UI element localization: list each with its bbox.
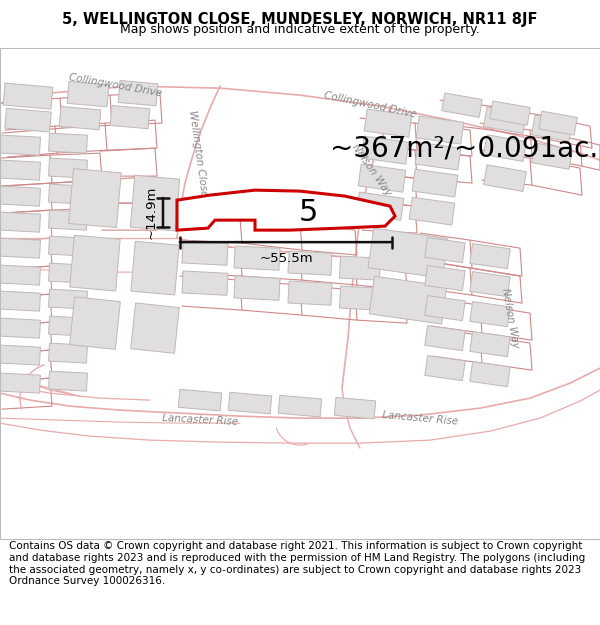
Polygon shape xyxy=(334,398,376,419)
Polygon shape xyxy=(110,106,150,129)
Polygon shape xyxy=(532,143,572,169)
Polygon shape xyxy=(49,289,88,309)
Polygon shape xyxy=(278,396,322,417)
Polygon shape xyxy=(425,266,465,291)
Polygon shape xyxy=(131,241,179,295)
Polygon shape xyxy=(228,392,272,414)
Polygon shape xyxy=(0,238,40,258)
Polygon shape xyxy=(49,210,88,230)
Polygon shape xyxy=(340,256,380,280)
Text: ~367m²/~0.091ac.: ~367m²/~0.091ac. xyxy=(330,134,598,162)
Text: Nelson Way: Nelson Way xyxy=(500,288,520,349)
Text: 5, WELLINGTON CLOSE, MUNDESLEY, NORWICH, NR11 8JF: 5, WELLINGTON CLOSE, MUNDESLEY, NORWICH,… xyxy=(62,12,538,27)
Polygon shape xyxy=(178,389,222,411)
Polygon shape xyxy=(49,263,88,283)
Text: ~55.5m: ~55.5m xyxy=(259,252,313,265)
Polygon shape xyxy=(0,345,40,365)
Polygon shape xyxy=(49,316,88,336)
Polygon shape xyxy=(484,135,526,161)
Polygon shape xyxy=(539,111,577,135)
Polygon shape xyxy=(68,169,121,228)
Polygon shape xyxy=(442,93,482,118)
Polygon shape xyxy=(484,107,526,134)
Polygon shape xyxy=(369,276,447,324)
Polygon shape xyxy=(0,265,40,285)
Text: Map shows position and indicative extent of the property.: Map shows position and indicative extent… xyxy=(120,22,480,36)
Polygon shape xyxy=(49,236,88,256)
Polygon shape xyxy=(182,271,228,295)
Text: Lancaster Rise: Lancaster Rise xyxy=(162,413,238,427)
Polygon shape xyxy=(49,371,88,391)
Polygon shape xyxy=(358,164,406,192)
Polygon shape xyxy=(470,302,510,327)
Polygon shape xyxy=(0,291,40,311)
Text: Nelson Way: Nelson Way xyxy=(350,142,394,198)
Polygon shape xyxy=(364,109,412,137)
Text: Wellington Close: Wellington Close xyxy=(187,109,209,197)
Polygon shape xyxy=(484,165,526,191)
Text: Lancaster Rise: Lancaster Rise xyxy=(382,410,458,426)
Polygon shape xyxy=(425,356,465,381)
Polygon shape xyxy=(340,286,380,310)
Polygon shape xyxy=(288,251,332,275)
Polygon shape xyxy=(49,184,88,204)
Polygon shape xyxy=(130,175,179,231)
Polygon shape xyxy=(415,142,461,170)
Polygon shape xyxy=(0,135,40,155)
Polygon shape xyxy=(470,244,510,269)
Polygon shape xyxy=(532,115,572,141)
Polygon shape xyxy=(0,212,40,232)
Text: ~14.9m: ~14.9m xyxy=(145,186,158,239)
Text: Collingwood Drive: Collingwood Drive xyxy=(323,91,417,120)
Polygon shape xyxy=(3,83,53,109)
Polygon shape xyxy=(470,332,510,357)
Polygon shape xyxy=(361,136,409,164)
Polygon shape xyxy=(70,235,120,291)
Polygon shape xyxy=(131,303,179,353)
Text: Contains OS data © Crown copyright and database right 2021. This information is : Contains OS data © Crown copyright and d… xyxy=(9,541,585,586)
Text: Collingwood Drive: Collingwood Drive xyxy=(68,72,162,98)
Polygon shape xyxy=(49,133,88,153)
Polygon shape xyxy=(425,326,465,351)
Polygon shape xyxy=(49,343,88,363)
Polygon shape xyxy=(0,318,40,338)
Text: 5: 5 xyxy=(298,198,317,227)
Polygon shape xyxy=(490,101,530,125)
Polygon shape xyxy=(409,198,455,225)
Polygon shape xyxy=(0,186,40,206)
Polygon shape xyxy=(0,373,40,393)
Polygon shape xyxy=(49,158,88,178)
Polygon shape xyxy=(425,296,465,321)
Polygon shape xyxy=(5,108,51,132)
Polygon shape xyxy=(470,272,510,297)
Polygon shape xyxy=(368,228,448,278)
Polygon shape xyxy=(59,106,101,130)
Polygon shape xyxy=(234,246,280,270)
Polygon shape xyxy=(177,190,395,230)
Polygon shape xyxy=(0,160,40,180)
Polygon shape xyxy=(470,362,510,387)
Polygon shape xyxy=(412,169,458,197)
Polygon shape xyxy=(425,238,465,262)
Polygon shape xyxy=(118,81,158,106)
Polygon shape xyxy=(70,297,121,349)
Polygon shape xyxy=(182,241,228,265)
Polygon shape xyxy=(356,192,404,220)
Polygon shape xyxy=(288,281,332,305)
Polygon shape xyxy=(234,276,280,300)
Polygon shape xyxy=(416,116,464,144)
Polygon shape xyxy=(67,81,109,107)
